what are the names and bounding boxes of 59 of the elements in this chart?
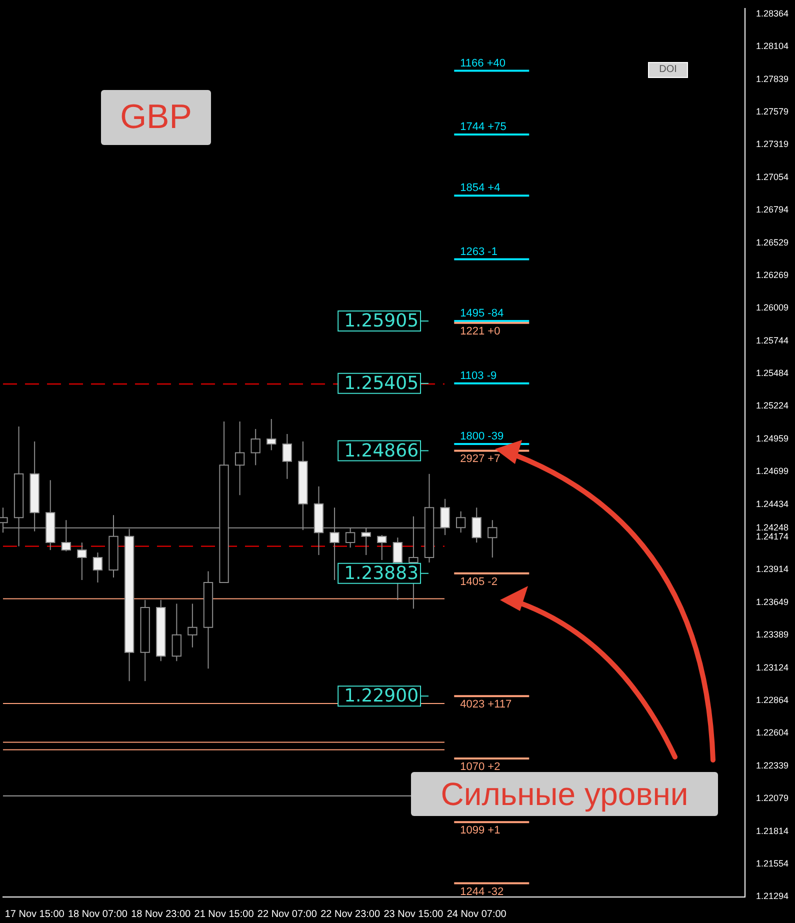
x-tick-label: 17 Nov 15:00 — [4, 908, 65, 920]
y-tick-label: 1.21554 — [756, 858, 789, 869]
annotation: 1263 -1 — [460, 246, 498, 258]
y-tick-label: 1.24699 — [756, 466, 789, 476]
annotation: 1800 -39 — [460, 430, 504, 442]
y-tick-label: 1.26269 — [756, 270, 789, 280]
x-tick-label: 24 Nov 07:00 — [446, 908, 507, 920]
y-tick-label: 1.24959 — [756, 434, 789, 444]
x-tick-label: 18 Nov 07:00 — [68, 908, 128, 920]
annotation: 1166 +40 — [460, 57, 506, 70]
annotation: 1070 +2 — [460, 761, 500, 773]
y-tick-label: 1.27839 — [756, 74, 789, 84]
y-tick-label: 1.26009 — [756, 302, 789, 313]
x-tick-label: 23 Nov 15:00 — [384, 908, 444, 920]
y-tick-label: 1.21814 — [756, 826, 789, 836]
x-tick-label: 18 Nov 23:00 — [131, 908, 192, 920]
y-tick-label: 1.21294 — [756, 890, 789, 901]
annotation: Сильные уровни — [411, 772, 718, 816]
annotation: 1103 -9 — [460, 370, 497, 382]
y-tick-label: 1.23649 — [756, 597, 789, 608]
y-tick-label: 1.25484 — [756, 368, 789, 378]
annotation: 4023 +117 — [460, 698, 512, 711]
annotation: 1.25405 — [344, 373, 419, 394]
annotation: 1099 +1 — [460, 824, 500, 837]
annotation: 1744 +75 — [460, 120, 506, 133]
y-tick-label: 1.24248 — [756, 522, 789, 532]
x-tick-label: 22 Nov 07:00 — [257, 908, 318, 920]
y-tick-label: 1.27054 — [756, 172, 789, 182]
y-tick-label: 1.26794 — [756, 204, 789, 215]
y-tick-label: 1.25744 — [756, 336, 789, 346]
y-tick-label: 1.22604 — [756, 727, 789, 738]
y-tick-label: 1.23389 — [756, 630, 789, 640]
y-tick-label: 1.23914 — [756, 564, 789, 574]
y-tick-label: 1.28364 — [756, 8, 789, 19]
x-tick-label: 21 Nov 15:00 — [194, 908, 254, 920]
y-tick-label: 1.26529 — [756, 238, 789, 248]
y-tick-label: 1.23124 — [756, 662, 789, 673]
y-tick-label: 1.24174 — [756, 532, 789, 542]
y-tick-label: 1.27319 — [756, 139, 789, 150]
y-tick-label: 1.27579 — [756, 106, 789, 117]
annotation: 1.25905 — [344, 310, 419, 332]
annotation: 1.24866 — [344, 440, 419, 462]
annotation: 1.23883 — [344, 563, 419, 584]
annotation: 1244 -32 — [460, 886, 504, 898]
annotation: 1221 +0 — [460, 325, 500, 338]
y-tick-label: 1.28104 — [756, 41, 789, 52]
annotation: 2927 +7 — [460, 453, 500, 466]
y-tick-label: 1.25224 — [756, 400, 789, 411]
y-tick-label: 1.24434 — [756, 499, 789, 510]
annotation: 1405 -2 — [460, 576, 498, 588]
x-tick-label: 22 Nov 23:00 — [320, 908, 380, 920]
y-tick-label: 1.22339 — [756, 760, 789, 771]
annotation: 1854 +4 — [460, 182, 500, 194]
y-tick-label: 1.22864 — [756, 695, 789, 706]
annotation: DOI — [648, 62, 688, 78]
text: GBP — [101, 90, 211, 145]
annotation: 1.22900 — [344, 686, 419, 707]
y-tick-label: 1.22079 — [756, 793, 789, 804]
annotation: 1495 -84 — [460, 308, 504, 320]
